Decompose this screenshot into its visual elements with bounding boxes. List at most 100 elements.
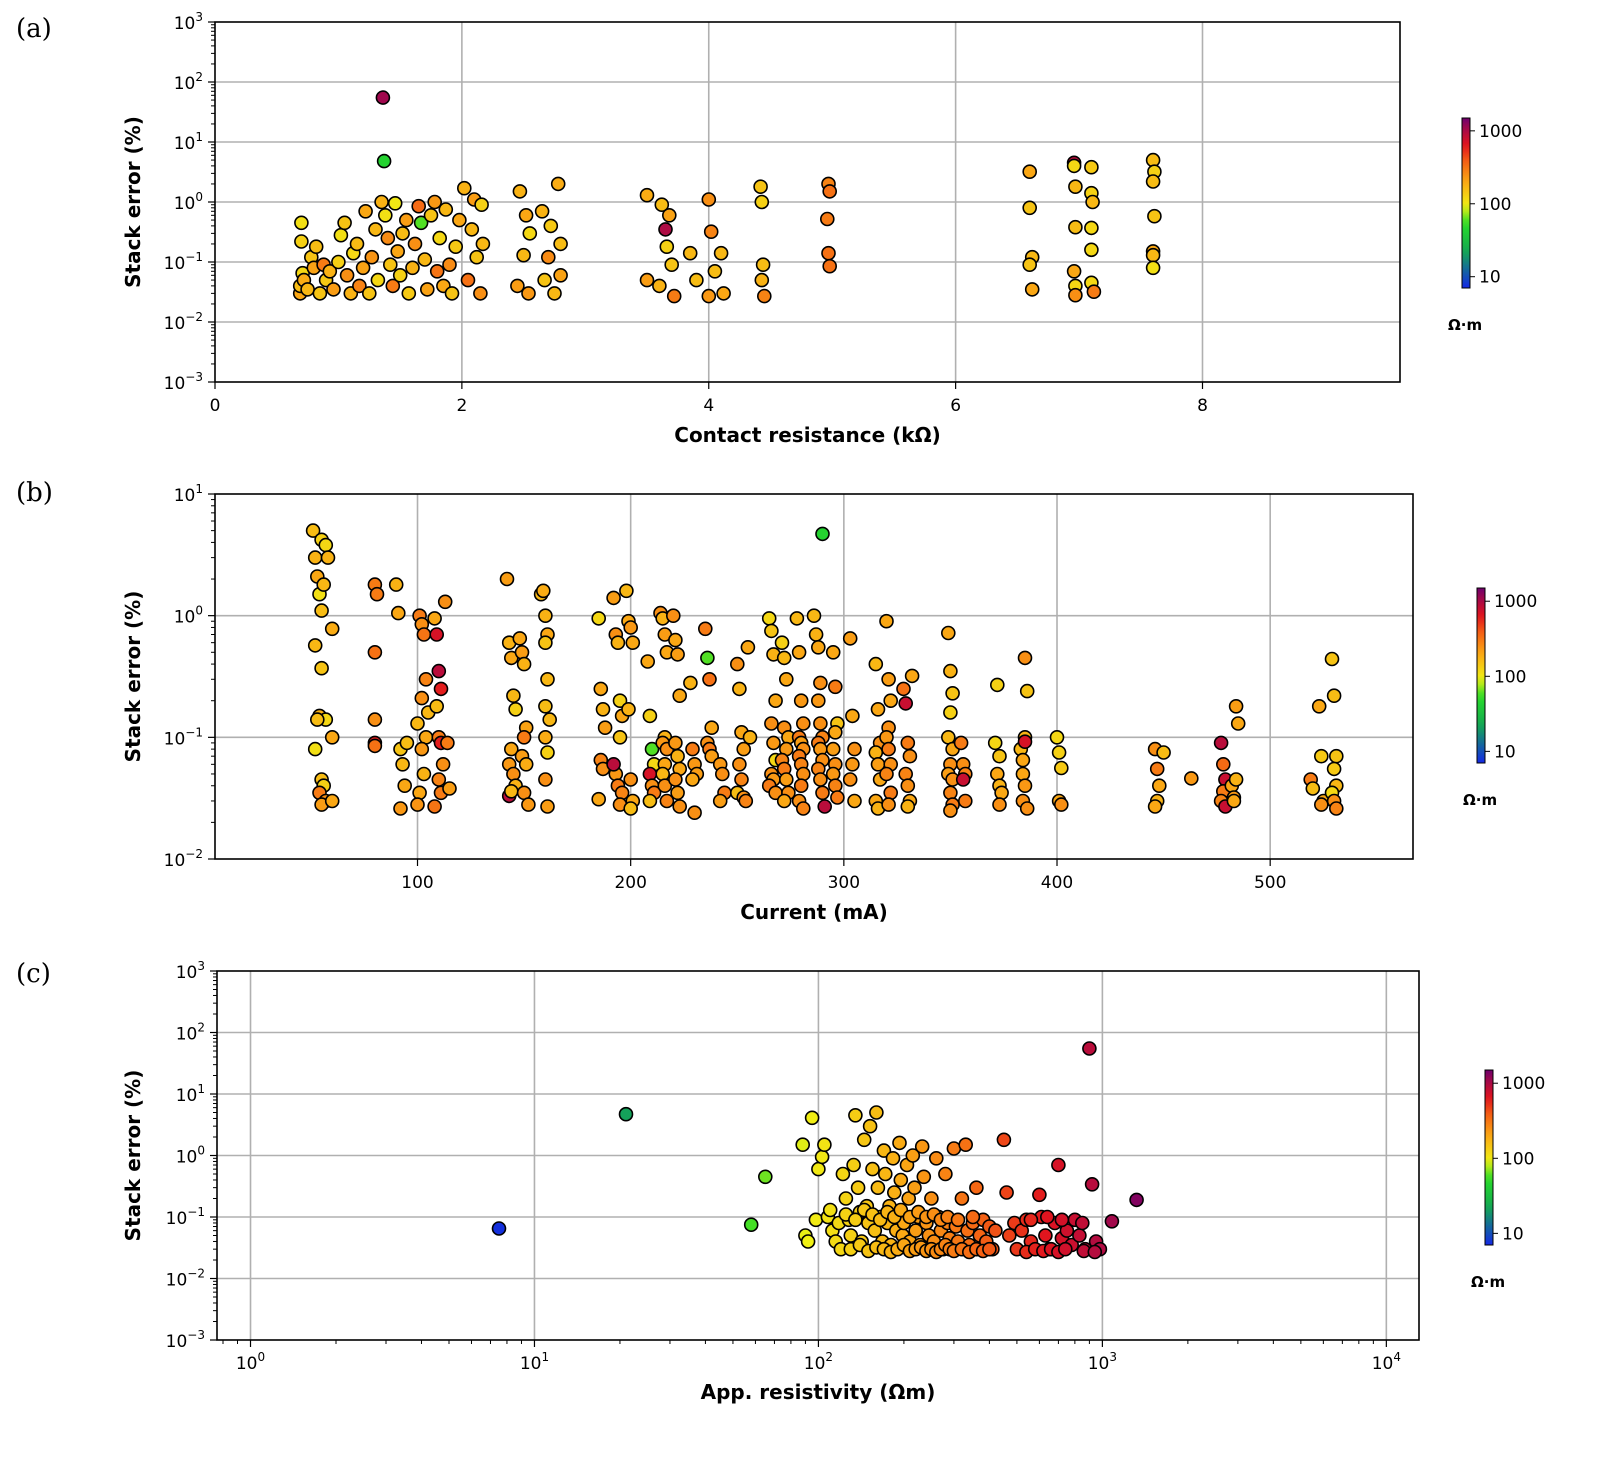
data-point: [810, 640, 826, 655]
data-point: [475, 236, 491, 252]
data-point: [395, 226, 410, 241]
panel-c: (c) 10−3 10−2 10−1 100 101 102 103 100 101 102 103…: [0, 945, 1617, 1464]
data-point: [1086, 284, 1102, 300]
x-tick-label: 400: [1041, 873, 1073, 893]
data-point: [324, 621, 340, 637]
data-point: [817, 799, 833, 814]
data-point: [518, 208, 534, 223]
data-point: [822, 184, 838, 199]
data-point: [992, 748, 1007, 764]
data-point: [367, 645, 383, 660]
data-point: [1087, 1244, 1103, 1260]
data-point: [1017, 778, 1033, 794]
data-point: [355, 260, 371, 276]
data-point: [701, 288, 717, 304]
data-point: [337, 215, 352, 231]
data-point: [516, 247, 531, 263]
data-point: [814, 1149, 830, 1165]
scatter-points: [292, 90, 1162, 304]
data-point: [540, 672, 555, 687]
scatter-points: [305, 523, 1344, 821]
data-point: [410, 797, 425, 812]
data-point: [550, 176, 566, 192]
data-point: [1066, 158, 1082, 174]
data-point: [538, 772, 553, 787]
data-point: [1324, 651, 1340, 667]
data-point: [955, 772, 971, 787]
data-point: [380, 230, 396, 246]
data-point: [658, 222, 673, 237]
data-point: [830, 790, 845, 805]
data-point: [950, 1212, 966, 1228]
data-point: [729, 656, 745, 672]
data-point: [896, 681, 911, 697]
data-point: [642, 766, 658, 782]
data-point: [904, 668, 920, 684]
data-point: [764, 716, 779, 731]
data-point: [789, 611, 805, 626]
x-tick-label: 103: [1088, 1350, 1117, 1374]
data-point: [300, 282, 315, 297]
data-point: [847, 741, 862, 757]
data-point: [1213, 735, 1229, 751]
data-point: [538, 608, 553, 623]
data-point: [999, 1185, 1014, 1200]
data-point: [503, 741, 519, 757]
data-point: [811, 1161, 826, 1177]
data-point: [423, 208, 439, 223]
data-point: [491, 1221, 507, 1236]
data-point: [1023, 1212, 1039, 1228]
data-point: [639, 187, 655, 203]
data-point: [879, 729, 894, 745]
data-point: [309, 712, 325, 727]
data-point: [1049, 729, 1065, 745]
data-point: [987, 735, 1003, 751]
data-point: [716, 286, 731, 301]
data-point: [388, 577, 404, 592]
data-point: [326, 282, 341, 297]
data-point: [1184, 771, 1199, 786]
panel-a: (a) 10−3 10−2 10−1 100 101 102 103 0 2 4 6 8 Contact…: [0, 0, 1617, 460]
data-point: [435, 756, 451, 772]
y-tick-label: 10−1: [164, 725, 203, 749]
data-point: [405, 260, 420, 276]
data-point: [456, 180, 472, 196]
data-point: [704, 720, 720, 736]
data-point: [845, 756, 860, 772]
data-point: [900, 778, 916, 794]
data-point: [712, 793, 728, 809]
data-point: [535, 583, 551, 599]
data-point: [427, 611, 442, 626]
x-tick-label: 0: [210, 396, 221, 416]
data-point: [314, 660, 329, 676]
data-point: [757, 1169, 773, 1185]
data-point: [1015, 766, 1031, 782]
data-point: [654, 197, 670, 212]
data-point: [1305, 781, 1321, 796]
colorbar-tick-label: 100: [1502, 1149, 1534, 1169]
data-point: [902, 748, 918, 764]
data-point: [670, 647, 685, 662]
colorbar-tick-label: 1000: [1502, 1074, 1545, 1094]
data-point: [845, 708, 860, 724]
y-tick-label: 102: [176, 1021, 205, 1045]
data-point: [1024, 282, 1040, 297]
data-point: [433, 681, 449, 697]
data-point: [670, 785, 685, 801]
y-tick-label: 10−2: [164, 310, 203, 334]
data-point: [595, 702, 611, 717]
data-point: [738, 793, 754, 809]
data-point: [766, 735, 781, 751]
data-point: [305, 523, 321, 538]
y-tick-label: 10−2: [166, 1267, 205, 1291]
data-point: [881, 741, 896, 757]
data-point: [597, 720, 613, 736]
data-point: [825, 741, 841, 757]
data-point: [685, 772, 700, 787]
data-point: [683, 675, 698, 691]
data-point: [442, 781, 457, 796]
data-point: [316, 577, 332, 592]
data-point: [1017, 650, 1033, 666]
data-point: [367, 712, 383, 727]
data-point: [427, 799, 442, 814]
